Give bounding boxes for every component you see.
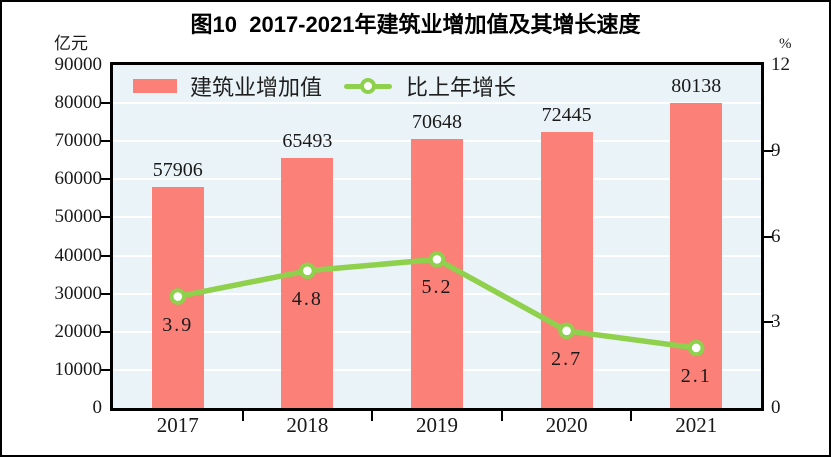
line-marker (428, 251, 446, 268)
gridline (113, 102, 761, 105)
right-axis-tick-label: 12 (771, 54, 790, 75)
left-axis-tick (101, 178, 110, 181)
left-axis-tick-label: 10000 (54, 358, 103, 380)
bar-series-swatch (133, 79, 177, 93)
bar-2021 (670, 102, 723, 408)
left-axis-tick-label: 20000 (54, 320, 103, 342)
bar-2019 (411, 138, 463, 408)
left-axis-unit-label: 亿元 (54, 34, 88, 53)
left-axis-tick-label: 40000 (54, 244, 103, 266)
x-axis-year-label: 2018 (286, 413, 329, 437)
left-axis-tick (101, 368, 110, 371)
plot-area: 建筑业增加值 比上年增长 57906 65493 70648 72445 80138 3.… (101, 62, 773, 421)
chart-title: 图10 2017-2021年建筑业增加值及其增长速度 (190, 12, 641, 37)
x-axis-year-label: 2017 (156, 413, 199, 437)
growth-value-label: 5.2 (421, 276, 453, 299)
right-axis-tick (764, 321, 773, 324)
left-axis-tick (101, 330, 110, 333)
bar-value-label: 72445 (541, 103, 592, 126)
left-axis-tick (101, 102, 110, 105)
chart-legend: 建筑业增加值 比上年增长 (133, 72, 516, 100)
growth-value-label: 3.9 (162, 313, 194, 336)
left-axis-tick-label: 80000 (54, 92, 103, 114)
bar-series-legend-label: 建筑业增加值 (190, 75, 323, 100)
right-axis-tick-label: 9 (771, 139, 781, 161)
line-marker-icon (360, 78, 377, 94)
left-axis-tick-label: 70000 (54, 130, 103, 152)
left-axis-tick (101, 292, 110, 295)
right-axis-tick-label: 3 (771, 311, 781, 333)
left-axis-tick (101, 140, 110, 143)
left-axis-tick-label: 90000 (54, 54, 103, 75)
x-axis-tick (241, 411, 244, 421)
growth-value-label: 2.7 (551, 347, 583, 370)
line-marker (558, 322, 575, 340)
growth-line-layer (169, 251, 705, 357)
bar-value-label: 57906 (152, 159, 203, 182)
line-marker (169, 288, 187, 305)
right-axis-tick-label: 0 (771, 397, 781, 418)
bar-value-label: 80138 (671, 74, 722, 97)
x-axis-year-label: 2020 (545, 413, 588, 437)
x-axis-year-label: 2019 (416, 413, 458, 437)
right-axis-tick (764, 235, 773, 238)
x-axis-tick (500, 411, 503, 421)
x-axis-tick (630, 411, 633, 421)
left-axis-tick (101, 254, 110, 257)
growth-value-label: 2.1 (680, 364, 712, 387)
left-axis-tick (101, 216, 110, 219)
right-axis-tick-label: 6 (771, 225, 781, 247)
plot-inner: 建筑业增加值 比上年增长 57906 65493 70648 72445 80138 3.… (101, 65, 773, 421)
line-marker (299, 262, 316, 280)
growth-line (175, 256, 699, 351)
left-axis-tick-label: 30000 (54, 282, 103, 304)
right-axis-unit-label: % (779, 36, 792, 52)
bar-2018 (281, 158, 334, 408)
line-series-swatch (344, 78, 393, 94)
left-axis-tick-label: 0 (92, 397, 103, 418)
x-axis-tick (371, 411, 374, 421)
left-axis-tick-label: 50000 (54, 206, 103, 228)
right-axis-tick (764, 149, 773, 152)
growth-value-label: 4.8 (291, 287, 323, 310)
line-series-legend-label: 比上年增长 (406, 75, 517, 100)
bar-2020 (540, 131, 593, 408)
line-marker (687, 339, 705, 357)
bar-value-label: 70648 (412, 110, 462, 133)
bar-value-label: 65493 (282, 130, 333, 153)
x-axis-year-label: 2021 (675, 413, 718, 437)
left-axis-tick-label: 60000 (54, 168, 103, 190)
